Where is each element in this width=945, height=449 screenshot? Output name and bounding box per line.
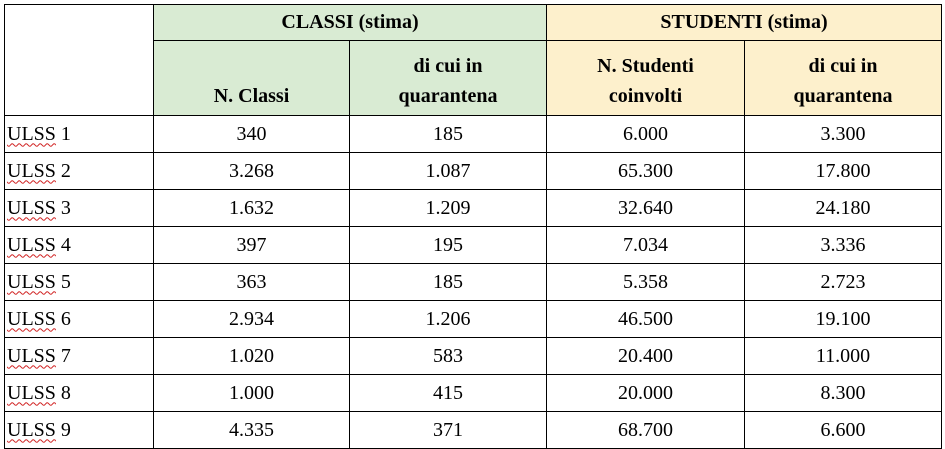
cell: 1.087 (349, 152, 547, 190)
row-label: ULSS 2 (4, 152, 154, 190)
cell: 6.600 (744, 411, 942, 449)
cell: 24.180 (744, 189, 942, 227)
cell: 3.300 (744, 115, 942, 153)
cell: 340 (153, 115, 350, 153)
cell: 1.020 (153, 337, 350, 375)
cell: 1.000 (153, 374, 350, 412)
cell: 3.268 (153, 152, 350, 190)
cell: 1.209 (349, 189, 547, 227)
group-header: CLASSI (stima) (153, 4, 547, 41)
cell: 11.000 (744, 337, 942, 375)
cell: 185 (349, 115, 547, 153)
cell: 371 (349, 411, 547, 449)
column-header: di cui in quarantena (349, 40, 547, 116)
cell: 32.640 (546, 189, 745, 227)
cell: 195 (349, 226, 547, 264)
cell: 17.800 (744, 152, 942, 190)
table-row: ULSS 9 4.335 371 68.700 6.600 (4, 411, 942, 449)
group-header: STUDENTI (stima) (546, 4, 942, 41)
cell: 5.358 (546, 263, 745, 301)
row-label: ULSS 1 (4, 115, 154, 153)
cell: 415 (349, 374, 547, 412)
table-row: ULSS 4 397 195 7.034 3.336 (4, 226, 942, 264)
cell: 68.700 (546, 411, 745, 449)
row-label: ULSS 4 (4, 226, 154, 264)
column-header: N. Studenti coinvolti (546, 40, 745, 116)
cell: 20.000 (546, 374, 745, 412)
table-row: ULSS 2 3.268 1.087 65.300 17.800 (4, 152, 942, 190)
row-label: ULSS 3 (4, 189, 154, 227)
cell: 2.723 (744, 263, 942, 301)
cell: 1.206 (349, 300, 547, 338)
column-header: N. Classi (153, 40, 350, 116)
cell: 65.300 (546, 152, 745, 190)
column-header: di cui in quarantena (744, 40, 942, 116)
row-label: ULSS 9 (4, 411, 154, 449)
table-body: ULSS 1 340 185 6.000 3.300 ULSS 2 3.268 1.087 65… (4, 115, 942, 449)
table-row: ULSS 7 1.020 583 20.400 11.000 (4, 337, 942, 375)
cell: 3.336 (744, 226, 942, 264)
cell: 19.100 (744, 300, 942, 338)
cell: 1.632 (153, 189, 350, 227)
row-label: ULSS 5 (4, 263, 154, 301)
cell: 8.300 (744, 374, 942, 412)
cell: 4.335 (153, 411, 350, 449)
row-label: ULSS 7 (4, 337, 154, 375)
cell: 363 (153, 263, 350, 301)
cell: 583 (349, 337, 547, 375)
cell: 6.000 (546, 115, 745, 153)
row-label: ULSS 6 (4, 300, 154, 338)
table-row: ULSS 6 2.934 1.206 46.500 19.100 (4, 300, 942, 338)
cell: 397 (153, 226, 350, 264)
cell: 20.400 (546, 337, 745, 375)
row-label: ULSS 8 (4, 374, 154, 412)
data-table: CLASSI (stima) STUDENTI (stima) N. Class… (4, 4, 942, 449)
cell: 46.500 (546, 300, 745, 338)
cell: 185 (349, 263, 547, 301)
cell: 7.034 (546, 226, 745, 264)
corner-cell (4, 4, 154, 116)
table-row: ULSS 3 1.632 1.209 32.640 24.180 (4, 189, 942, 227)
table-row: ULSS 1 340 185 6.000 3.300 (4, 115, 942, 153)
table-row: ULSS 8 1.000 415 20.000 8.300 (4, 374, 942, 412)
cell: 2.934 (153, 300, 350, 338)
table-row: ULSS 5 363 185 5.358 2.723 (4, 263, 942, 301)
